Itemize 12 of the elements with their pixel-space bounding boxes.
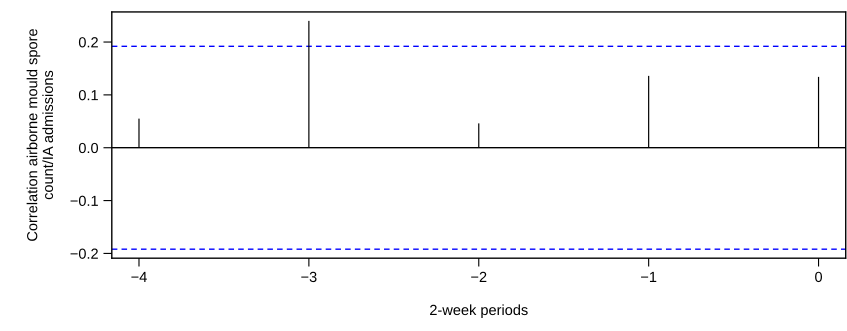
x-tick-label: −1 bbox=[641, 272, 656, 282]
y-axis-title: Correlation airborne mould spore count/IA admissions bbox=[26, 29, 54, 241]
y-tick-label: 0.2 bbox=[78, 37, 98, 48]
x-tick-label: −4 bbox=[131, 272, 147, 282]
y-tick-label: 0.1 bbox=[78, 90, 98, 100]
y-tick-label: 0.0 bbox=[78, 142, 98, 154]
x-tick-label: −2 bbox=[471, 272, 486, 282]
y-tick-label: −0.1 bbox=[70, 196, 98, 206]
x-tick-label: 0 bbox=[815, 272, 822, 282]
y-tick-label: −0.2 bbox=[70, 248, 98, 259]
x-axis-title: 2-week periods bbox=[430, 304, 528, 318]
x-tick-label: −3 bbox=[301, 272, 317, 282]
